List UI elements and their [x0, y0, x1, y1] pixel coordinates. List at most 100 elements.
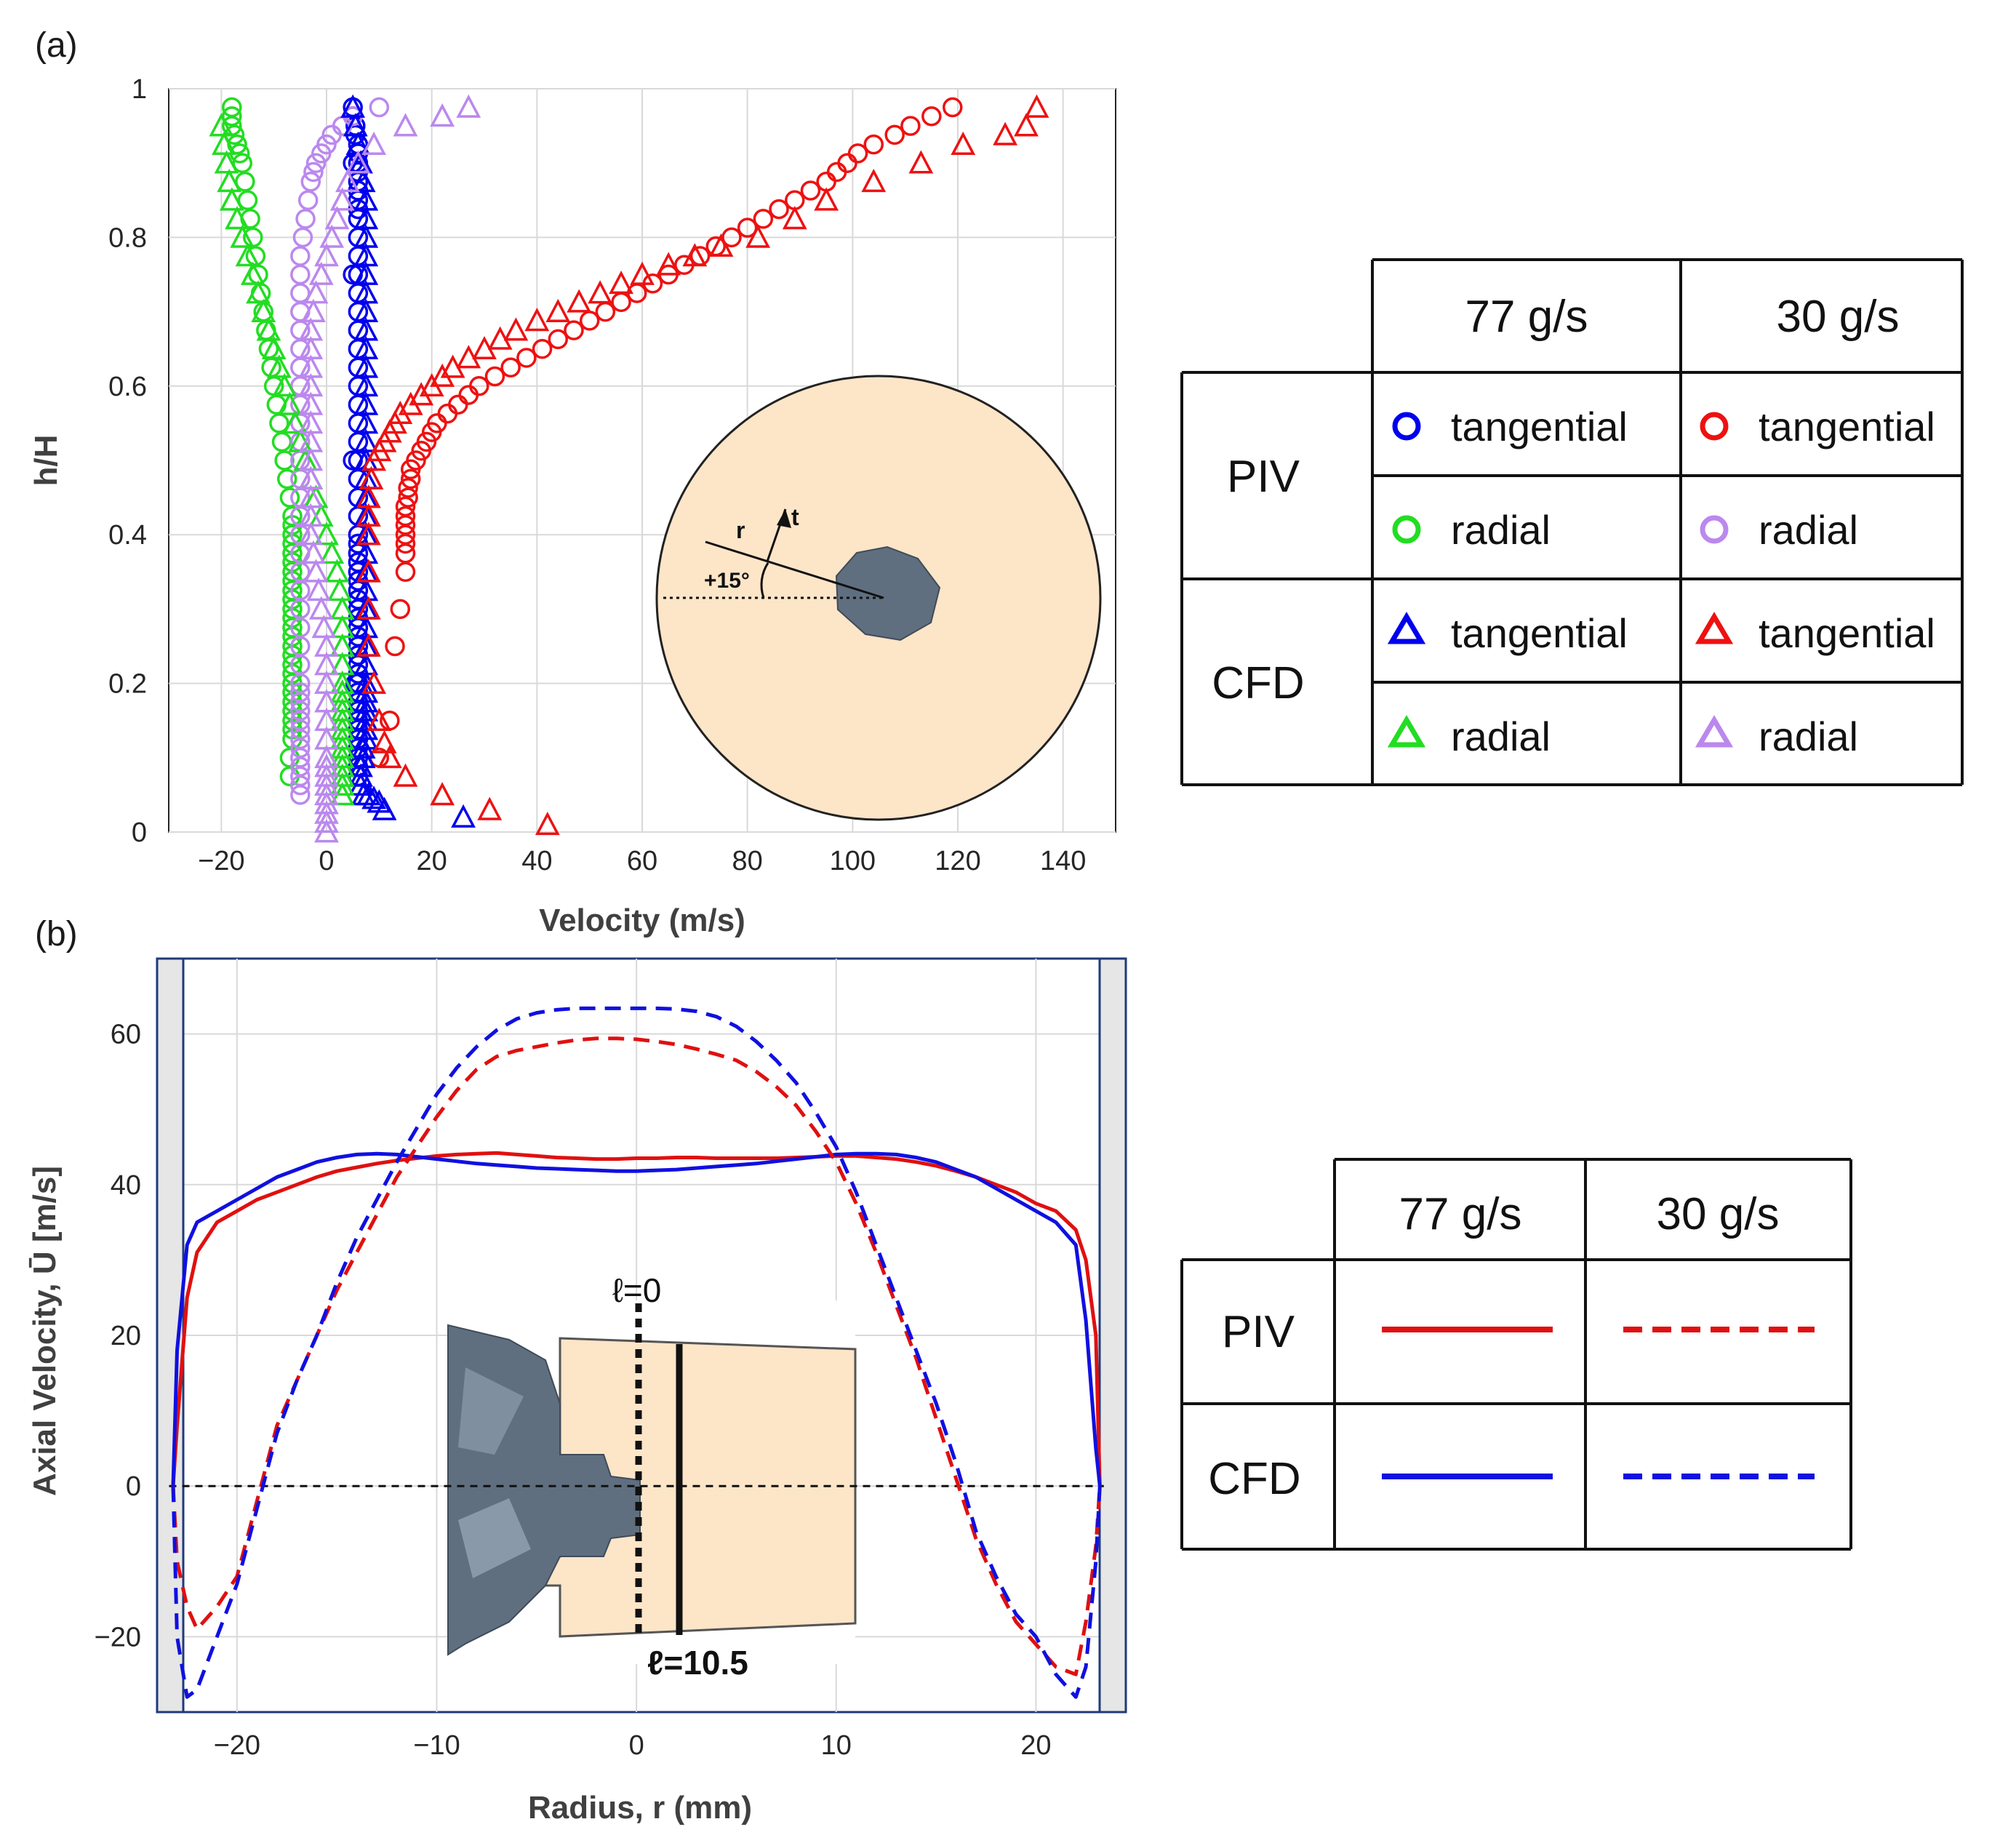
chart-b-xtick-label: 20 [1020, 1730, 1051, 1761]
legend-marker-piv-tangential-30 [1700, 412, 1729, 441]
data-point [430, 103, 455, 127]
data-point [303, 280, 329, 304]
legend-b-col-30: 30 g/s [1657, 1189, 1780, 1239]
chart-a-ylabel: h/H [28, 435, 64, 487]
chart-a-ytick-label: 0 [132, 817, 147, 848]
data-point [395, 533, 416, 554]
data-point [884, 124, 905, 145]
data-point [311, 143, 332, 164]
data-point [385, 636, 405, 657]
data-point [314, 521, 339, 545]
legend-a-row-piv: PIV [1227, 452, 1300, 502]
legend-a-label-cfd-tangential-30: tangential [1759, 610, 1935, 656]
inset-hub [835, 545, 941, 641]
data-point [335, 168, 360, 193]
data-point [261, 335, 287, 360]
data-point [306, 577, 332, 601]
data-point [319, 224, 345, 248]
data-point [908, 150, 934, 174]
data-point [324, 206, 350, 230]
inset-nozzle: ℓ=0 ℓ=10.5 [447, 1271, 857, 1682]
chart-b-grid [157, 959, 1126, 1712]
chart-a-ytick-label: 0.2 [108, 669, 147, 700]
data-point [297, 190, 319, 211]
data-point [440, 354, 465, 378]
chart-a-xtick-label: 80 [732, 846, 763, 876]
legend-table-b: 77 g/s 30 g/s PIV CFD [1180, 1158, 1852, 1551]
data-point [398, 391, 423, 415]
chart-b-xtick-label: 10 [821, 1730, 852, 1761]
data-point [367, 707, 392, 732]
data-point [212, 131, 236, 155]
data-point [782, 206, 807, 230]
data-point [630, 261, 655, 285]
data-point [235, 172, 255, 192]
data-point [400, 459, 421, 480]
data-point [301, 298, 326, 322]
data-point [267, 354, 292, 378]
data-point [295, 209, 316, 229]
series-cfd-radial-30-g-s [298, 94, 481, 843]
data-point [753, 209, 774, 229]
data-point [356, 633, 381, 657]
data-point [545, 298, 571, 322]
chart-a-xtick-label: −20 [198, 846, 244, 876]
data-point [329, 187, 355, 211]
legend-a-label-piv-radial-30: radial [1759, 507, 1858, 553]
legend-a-label-cfd-radial-77: radial [1451, 713, 1551, 759]
inset-label-angle: +15° [704, 569, 750, 593]
data-point [430, 782, 455, 806]
data-point [393, 113, 418, 137]
legend-a-row-cfd: CFD [1212, 658, 1304, 708]
series-cfd-tangential-30-g-s [356, 94, 1049, 836]
data-point [290, 785, 311, 805]
legend-marker-cfd-tangential-30 [1695, 612, 1734, 644]
data-point [222, 106, 242, 127]
data-point [421, 422, 442, 442]
chart-b-ytick-label: 20 [111, 1321, 141, 1351]
data-point [393, 763, 418, 787]
chart-a-xtick-label: 40 [521, 846, 552, 876]
data-point [303, 559, 329, 583]
data-point [240, 261, 265, 285]
data-point [390, 599, 411, 620]
data-point [524, 308, 550, 332]
data-point [290, 775, 311, 796]
legend-b-row-piv: PIV [1222, 1307, 1295, 1357]
inset-arrowhead [777, 509, 791, 528]
data-point [282, 410, 308, 434]
data-point [343, 113, 368, 137]
chart-b-ticks: −20 −10 0 10 20 −20 0 20 40 60 [95, 1020, 1052, 1761]
chart-b-ytick-label: −20 [95, 1622, 141, 1652]
data-point [232, 153, 253, 173]
legend-table-a: 77 g/s 30 g/s PIV CFD tangential radial … [1180, 258, 1964, 786]
data-point [532, 338, 553, 359]
data-point [951, 131, 976, 155]
data-point [656, 252, 681, 276]
series-cfd-30-g-s [171, 1006, 1102, 1699]
chart-a-marks [209, 94, 1049, 843]
chart-b-ylabel: Axial Velocity, Ū [m/s] [27, 1166, 63, 1496]
data-point [737, 217, 758, 238]
data-point [348, 763, 373, 787]
data-point [921, 106, 942, 127]
data-point [400, 468, 421, 489]
data-point [235, 243, 260, 267]
chart-a-ytick-label: 0.8 [108, 223, 147, 253]
legend-marker-cfd-radial-30 [1695, 715, 1734, 748]
data-point [256, 317, 281, 341]
data-point [500, 357, 521, 377]
data-point [451, 804, 476, 828]
data-point [769, 199, 789, 220]
data-point [361, 131, 386, 155]
inset-cross-section: r t +15° [655, 375, 1102, 821]
data-point [292, 227, 313, 248]
data-point [943, 97, 963, 118]
data-point [377, 745, 402, 769]
legend-marker-piv-radial-30 [1700, 515, 1729, 544]
inset-nozzle-vane [458, 1498, 531, 1578]
data-point [398, 487, 418, 508]
data-point [567, 289, 592, 313]
inset-label-l0: ℓ=0 [612, 1271, 661, 1309]
data-point [900, 116, 921, 136]
